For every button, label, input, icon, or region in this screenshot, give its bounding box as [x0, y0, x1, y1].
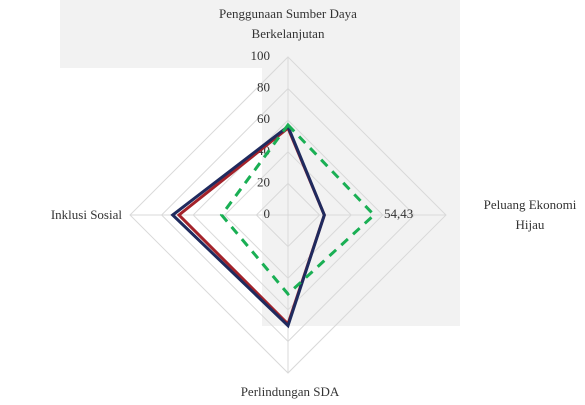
series-line — [170, 124, 326, 329]
background-panel — [60, 0, 460, 68]
r-tick-label: 100 — [251, 48, 271, 63]
r-tick-label: 80 — [257, 80, 270, 95]
axis-label: Inklusi Sosial — [50, 207, 122, 222]
axis-label: Perlindungan SDA — [240, 384, 340, 399]
r-tick-label: 60 — [257, 111, 270, 126]
r-tick-label: 20 — [257, 174, 270, 189]
series-line — [219, 122, 377, 297]
r-tick-label: 0 — [264, 206, 271, 221]
axis-label: Peluang Ekonomi Hijau — [483, 197, 577, 232]
background-panel — [262, 58, 460, 326]
data-label: 54,43 — [384, 206, 413, 221]
axis-label: Penggunaan Sumber Daya Berkelanjutan — [219, 6, 357, 41]
